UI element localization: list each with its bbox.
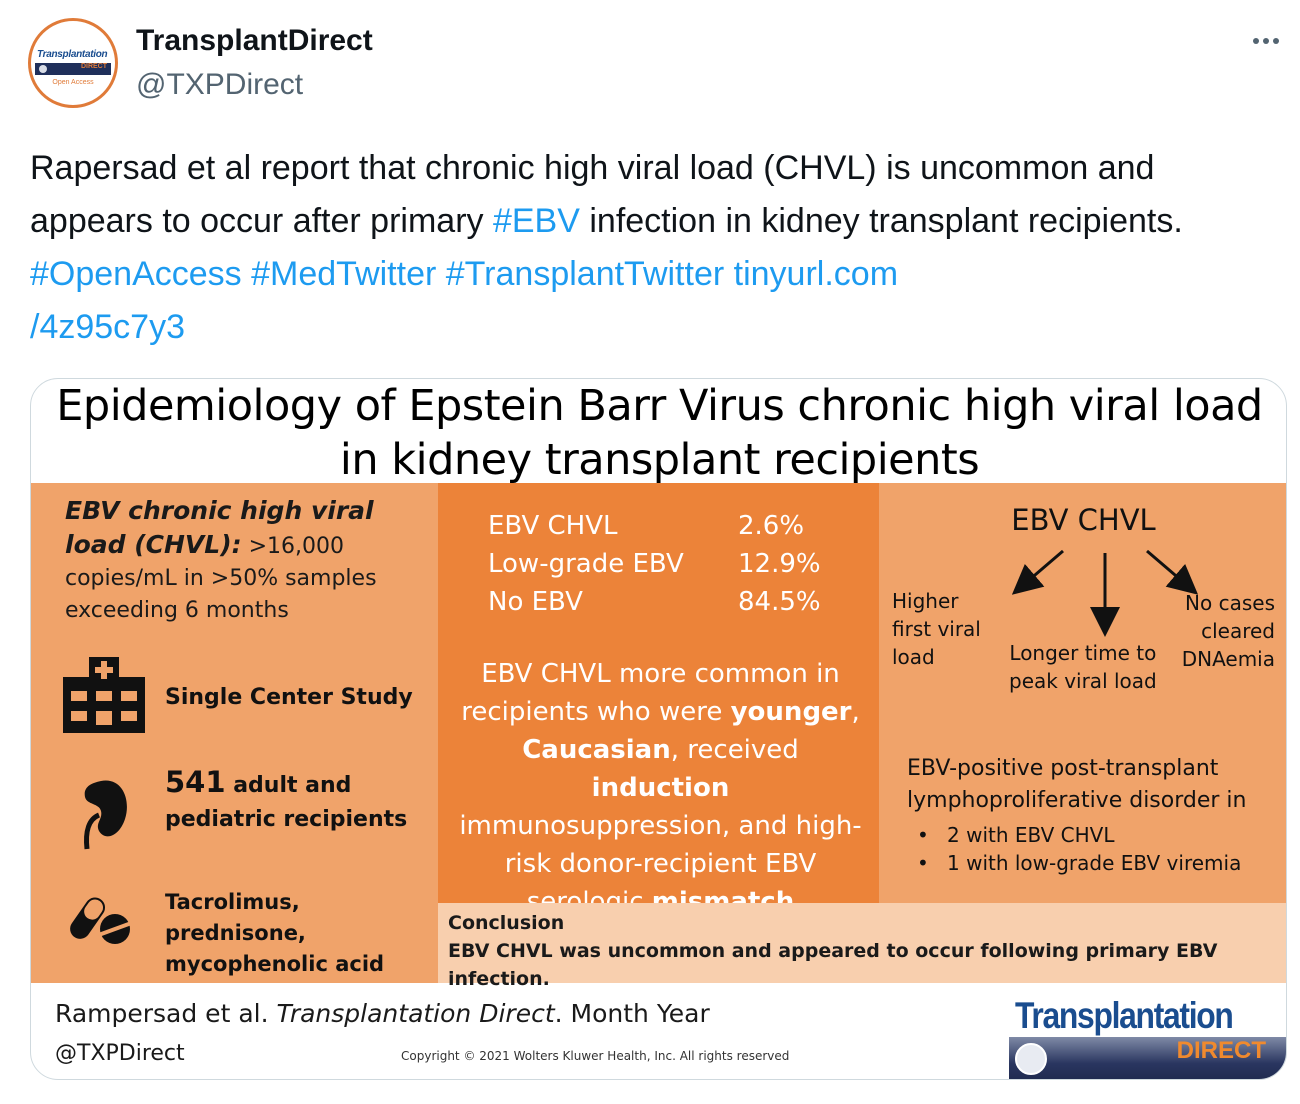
ptld-heading: EBV-positive post-transplant lymphoproli… (907, 756, 1247, 813)
display-name[interactable]: TransplantDirect (136, 24, 373, 57)
risk-factors-text: EBV CHVL more common in recipients who w… (458, 655, 863, 921)
risk-emphasis: Caucasian (522, 735, 671, 765)
chvl-heading: EBV CHVL (1011, 503, 1156, 537)
stat-label: EBV CHVL (488, 511, 618, 541)
title-line: in kidney transplant recipients (339, 435, 980, 485)
risk-text: , (851, 697, 860, 727)
fact-text-b: pediatric recipients (165, 807, 408, 832)
logo-wordmark: Transplantation (1015, 995, 1234, 1036)
study-panel: EBV chronic high viral load (CHVL): >16,… (31, 483, 438, 983)
fact-text-a: Tacrolimus, prednisone, (165, 890, 306, 945)
kidney-icon (84, 780, 127, 850)
hospital-icon (63, 657, 145, 733)
hashtag-link[interactable]: #MedTwitter (251, 255, 437, 293)
profile-avatar[interactable]: Transplantation DIRECT Open Access (28, 18, 118, 108)
fact-text-b: mycophenolic acid (165, 952, 385, 976)
more-options-icon (1273, 38, 1279, 44)
conclusion-text: EBV CHVL was uncommon and appeared to oc… (448, 940, 1218, 990)
more-options-button[interactable] (1246, 26, 1286, 56)
hashtag-link[interactable]: #OpenAccess (30, 255, 242, 293)
conclusion-label: Conclusion (448, 912, 565, 934)
ptld-summary: EBV-positive post-transplant lymphoproli… (907, 753, 1277, 877)
risk-text: , received (670, 735, 799, 765)
url-link[interactable]: tinyurl.com/4z95c7y3 (30, 255, 898, 346)
branch-arrows-icon (1011, 549, 1199, 637)
outcome-higher-load: Higher first viral load (892, 587, 981, 671)
risk-emphasis: induction (591, 773, 730, 803)
logo-direct-text: DIRECT (1176, 1037, 1266, 1064)
hashtag-link[interactable]: #TransplantTwitter (445, 255, 725, 293)
stat-label: Low-grade EBV (488, 549, 684, 579)
chvl-definition: EBV chronic high viral load (CHVL): >16,… (65, 495, 425, 627)
avatar-open-access-text: Open Access (52, 79, 94, 86)
stat-value: 84.5% (738, 587, 821, 617)
outcome-line: peak viral load (1009, 669, 1157, 693)
stat-label: No EBV (488, 587, 583, 617)
outcome-longer-time: Longer time to peak viral load (1009, 639, 1157, 695)
ptld-item: 2 with EBV CHVL (907, 821, 1277, 849)
citation-date: . Month Year (554, 999, 710, 1028)
copyright-notice: Copyright © 2021 Wolters Kluwer Health, … (401, 1049, 790, 1063)
stat-row: Low-grade EBV 12.9% (488, 545, 868, 583)
avatar-seal-icon (39, 65, 47, 73)
outcome-line: first viral (892, 617, 981, 641)
fact-medications: Tacrolimus, prednisone, mycophenolic aci… (165, 887, 438, 980)
risk-text: immunosuppression, and high-risk donor-r… (459, 811, 862, 917)
outcome-line: No cases (1185, 591, 1275, 615)
stat-row: No EBV 84.5% (488, 583, 868, 621)
tweet-text-part: Rapersad et al report that chronic high … (30, 149, 1155, 240)
journal-logo: Transplantation DIRECT (1009, 991, 1286, 1079)
prevalence-panel: EBV CHVL 2.6% Low-grade EBV 12.9% No EBV 84… (438, 483, 879, 917)
fact-text-a: adult and (225, 773, 352, 798)
ptld-item: 1 with low-grade EBV viremia (907, 849, 1277, 877)
url-link-part: tinyurl.com (733, 255, 899, 293)
definition-text: >16,000 copies/mL in >50% samples exceed… (65, 534, 377, 623)
avatar-logo-text: Transplantation (37, 49, 108, 60)
prevalence-stats: EBV CHVL 2.6% Low-grade EBV 12.9% No EBV 84… (488, 507, 868, 621)
more-options-icon (1263, 38, 1269, 44)
infographic-title: Epidemiology of Epstein Barr Virus chron… (31, 379, 1286, 485)
outcome-line: Higher (892, 589, 959, 613)
avatar-direct-text: DIRECT (80, 63, 107, 70)
stat-row: EBV CHVL 2.6% (488, 507, 868, 545)
fact-single-center: Single Center Study (165, 685, 413, 710)
tweet-text-part: infection in kidney transplant recipient… (579, 202, 1183, 240)
outcome-no-cleared: No cases cleared DNAemia (1179, 589, 1275, 673)
more-options-icon (1253, 38, 1259, 44)
fact-recipients: 541 adult and pediatric recipients (165, 765, 407, 837)
tweet-text: Rapersad et al report that chronic high … (30, 142, 1280, 354)
stat-value: 12.9% (738, 549, 821, 579)
stat-value: 2.6% (738, 511, 805, 541)
recipient-count: 541 (165, 765, 226, 799)
society-seal-icon (1015, 1043, 1047, 1075)
citation-authors: Rampersad et al. (55, 999, 277, 1028)
chvl-outcomes-panel: EBV CHVL Higher first viral load Longer … (879, 483, 1286, 903)
title-line: Epidemiology of Epstein Barr Virus chron… (56, 381, 1263, 431)
outcome-line: Longer time to (1009, 641, 1157, 665)
risk-text: EBV CHVL more common in recipients who w… (461, 659, 840, 727)
definition-term: EBV chronic high viral load (CHVL): (65, 496, 374, 559)
footer-handle: @TXPDirect (55, 1041, 185, 1066)
url-link-part: /4z95c7y3 (30, 308, 185, 346)
outcome-line: DNAemia (1181, 647, 1275, 671)
pills-icon (70, 897, 131, 944)
conclusion-box: Conclusion EBV CHVL was uncommon and app… (438, 903, 1286, 990)
logo-band (1009, 1037, 1286, 1079)
avatar-band (35, 63, 111, 75)
outcome-line: cleared (1201, 619, 1275, 643)
outcome-line: load (892, 645, 935, 669)
hashtag-link[interactable]: #EBV (492, 202, 580, 240)
citation-journal: Transplantation Direct (276, 999, 555, 1028)
risk-emphasis: younger (730, 697, 852, 727)
ptld-list: 2 with EBV CHVL 1 with low-grade EBV vir… (907, 821, 1277, 877)
user-handle[interactable]: @TXPDirect (136, 68, 304, 101)
tweet-media-image[interactable]: Epidemiology of Epstein Barr Virus chron… (30, 378, 1287, 1080)
citation: Rampersad et al. Transplantation Direct.… (55, 999, 710, 1028)
conclusion-content: Conclusion EBV CHVL was uncommon and app… (448, 909, 1286, 993)
